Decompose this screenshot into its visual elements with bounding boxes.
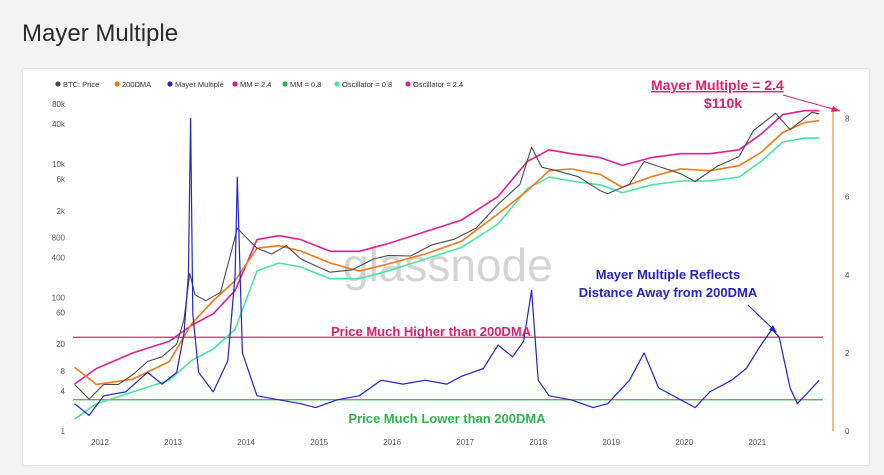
annotation-top-arrowhead — [831, 106, 840, 112]
legend-label-osc24: Oscillator = 2.4 — [413, 80, 463, 89]
legend-label-price: BTC: Price — [63, 80, 99, 89]
y-left-tick-label: 1 — [61, 427, 66, 436]
y-right-tick-label: 0 — [845, 427, 850, 436]
chart-card: glassnode BTC: Price 200DMA Mayer Multip… — [22, 68, 870, 466]
legend-item-price[interactable]: BTC: Price — [55, 80, 99, 89]
chart-svg: glassnode BTC: Price 200DMA Mayer Multip… — [52, 77, 850, 447]
y-right-tick-label: 4 — [845, 271, 850, 280]
x-tick-label: 2012 — [91, 438, 109, 447]
y-left-tick-label: 6k — [57, 175, 66, 184]
y-left-tick-label: 10k — [52, 160, 66, 169]
y-left-tick-label: 40k — [52, 120, 66, 129]
annotation-lower: Price Much Lower than 200DMA — [348, 411, 546, 426]
legend-label-mm24: MM = 2.4 — [240, 80, 271, 89]
x-tick-label: 2018 — [529, 438, 547, 447]
x-tick-label: 2017 — [456, 438, 474, 447]
x-tick-label: 2014 — [237, 438, 255, 447]
legend-marker-osc24 — [405, 81, 411, 87]
series-btc-price — [74, 111, 820, 400]
series-oscillator-0-8 — [74, 137, 820, 420]
y-right-tick-label: 8 — [845, 115, 850, 124]
legend-marker-mayer — [167, 81, 173, 87]
legend-item-200dma[interactable]: 200DMA — [114, 80, 151, 89]
legend-item-osc08[interactable]: Oscillator = 0.8 — [334, 80, 392, 89]
y-left-tick-label: 8 — [61, 367, 66, 376]
series-200dma — [74, 119, 820, 386]
y-left-tick-label: 80k — [52, 100, 66, 109]
annotation-top-arrow — [782, 94, 841, 112]
legend-label-mm08: MM = 0.8 — [290, 80, 321, 89]
y-left-tick-label: 100 — [52, 294, 66, 303]
y-right-tick-label: 2 — [845, 349, 850, 358]
annotation-top-label: Mayer Multiple = 2.4 — [651, 77, 784, 93]
y-axis-left: 80k 40k 10k 6k 2k 800 400 100 60 20 8 4 1 — [52, 100, 66, 436]
legend-item-mayer[interactable]: Mayer Multiple — [167, 80, 224, 89]
y-left-tick-label: 2k — [57, 207, 66, 216]
y-left-tick-label: 60 — [56, 308, 65, 317]
watermark: glassnode — [343, 239, 553, 291]
legend: BTC: Price 200DMA Mayer Multiple MM = 2.… — [55, 80, 463, 89]
x-tick-label: 2020 — [675, 438, 693, 447]
x-tick-label: 2021 — [748, 438, 766, 447]
annotation-reflects-arrow — [747, 304, 776, 332]
legend-marker-osc08 — [334, 81, 340, 87]
x-tick-label: 2016 — [383, 438, 401, 447]
annotation-reflects-arrowhead — [769, 325, 777, 333]
legend-item-osc24[interactable]: Oscillator = 2.4 — [405, 80, 463, 89]
annotation-reflects-line1: Mayer Multiple Reflects — [596, 267, 741, 282]
x-tick-label: 2019 — [602, 438, 620, 447]
y-left-tick-label: 800 — [52, 233, 66, 242]
y-left-tick-label: 20 — [56, 340, 65, 349]
x-tick-label: 2015 — [310, 438, 328, 447]
legend-marker-mm24 — [232, 81, 238, 87]
y-right-tick-label: 6 — [845, 193, 850, 202]
legend-marker-price — [55, 81, 61, 87]
annotation-higher: Price Much Higher than 200DMA — [331, 324, 532, 339]
legend-label-mayer: Mayer Multiple — [175, 80, 224, 89]
y-axis-right: 8 6 4 2 0 — [845, 115, 850, 436]
legend-item-mm24[interactable]: MM = 2.4 — [232, 80, 271, 89]
y-left-tick-label: 4 — [61, 387, 66, 396]
page-title: Mayer Multiple — [22, 20, 179, 47]
series-oscillator-2-4 — [74, 109, 820, 385]
series-mayer-multiple — [74, 117, 820, 416]
y-left-tick-label: 400 — [52, 253, 66, 262]
legend-label-osc08: Oscillator = 0.8 — [342, 80, 392, 89]
x-axis: 2012 2013 2014 2015 2016 2017 2018 2019 2020 2021 — [91, 438, 767, 447]
annotation-top-value: $110k — [704, 95, 742, 111]
legend-marker-mm08 — [282, 81, 288, 87]
x-tick-label: 2013 — [164, 438, 182, 447]
legend-label-200dma: 200DMA — [122, 80, 151, 89]
legend-item-mm08[interactable]: MM = 0.8 — [282, 80, 321, 89]
legend-marker-200dma — [114, 81, 120, 87]
annotation-reflects-line2: Distance Away from 200DMA — [579, 285, 758, 300]
